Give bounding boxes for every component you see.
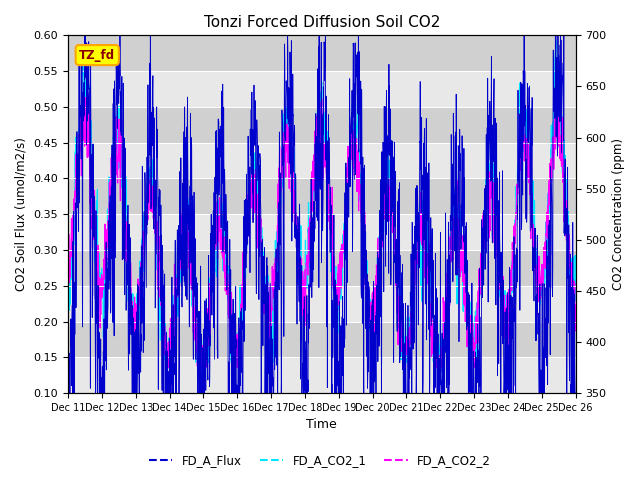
Bar [68, 36, 575, 71]
X-axis label: Time: Time [307, 419, 337, 432]
Bar [68, 71, 575, 107]
Legend: FD_A_Flux, FD_A_CO2_1, FD_A_CO2_2: FD_A_Flux, FD_A_CO2_1, FD_A_CO2_2 [144, 449, 496, 472]
Bar [68, 214, 575, 250]
Bar [68, 107, 575, 143]
Title: Tonzi Forced Diffusion Soil CO2: Tonzi Forced Diffusion Soil CO2 [204, 15, 440, 30]
Text: TZ_fd: TZ_fd [79, 48, 115, 61]
Y-axis label: CO2 Concentration (ppm): CO2 Concentration (ppm) [612, 138, 625, 290]
Bar [68, 250, 575, 286]
Bar [68, 143, 575, 179]
Bar [68, 322, 575, 357]
Y-axis label: CO2 Soil Flux (umol/m2/s): CO2 Soil Flux (umol/m2/s) [15, 137, 28, 291]
Bar [68, 179, 575, 214]
Bar [68, 357, 575, 393]
Bar [68, 286, 575, 322]
